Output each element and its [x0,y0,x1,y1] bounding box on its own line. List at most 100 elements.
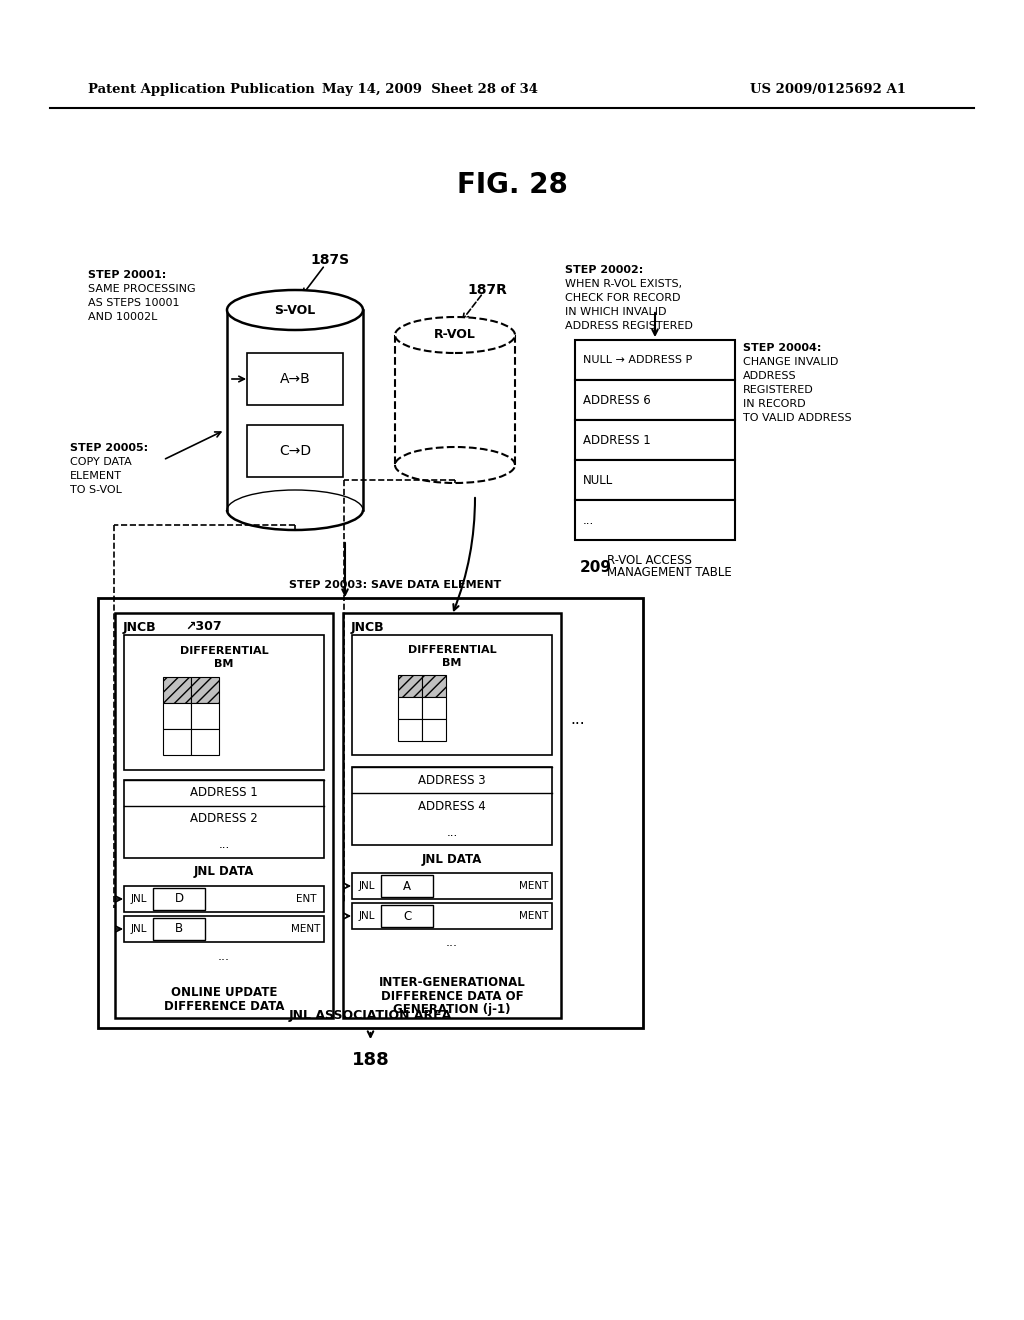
FancyBboxPatch shape [124,780,324,858]
Text: ADDRESS 6: ADDRESS 6 [583,393,650,407]
FancyBboxPatch shape [575,420,735,459]
Text: MENT: MENT [519,911,549,921]
FancyBboxPatch shape [381,906,433,927]
Text: NULL → ADDRESS P: NULL → ADDRESS P [583,355,692,366]
Text: STEP 20001:: STEP 20001: [88,271,166,280]
Text: ENT: ENT [296,894,316,904]
FancyBboxPatch shape [352,873,552,899]
Ellipse shape [227,290,362,330]
Text: BM: BM [214,659,233,669]
Text: AS STEPS 10001: AS STEPS 10001 [88,298,179,308]
Text: BM: BM [442,657,462,668]
Text: ...: ... [570,713,586,727]
Text: 187R: 187R [467,282,507,297]
Text: MENT: MENT [519,880,549,891]
Text: ...: ... [446,825,458,838]
Text: ADDRESS 4: ADDRESS 4 [418,800,485,813]
Text: ADDRESS: ADDRESS [743,371,797,381]
FancyBboxPatch shape [343,612,561,1018]
FancyBboxPatch shape [398,719,422,741]
Text: DIFFERENTIAL: DIFFERENTIAL [179,645,268,656]
FancyBboxPatch shape [575,380,735,420]
Text: WHEN R-VOL EXISTS,: WHEN R-VOL EXISTS, [565,279,682,289]
Text: CHECK FOR RECORD: CHECK FOR RECORD [565,293,681,304]
Text: DIFFERENCE DATA OF: DIFFERENCE DATA OF [381,990,523,1002]
FancyBboxPatch shape [124,635,324,770]
Text: IN WHICH INVALID: IN WHICH INVALID [565,308,667,317]
Text: C→D: C→D [279,444,311,458]
Text: STEP 20005:: STEP 20005: [70,444,148,453]
FancyBboxPatch shape [124,886,324,912]
Text: DIFFERENTIAL: DIFFERENTIAL [408,645,497,655]
Text: ...: ... [218,949,230,962]
Text: JNL: JNL [131,894,147,904]
Text: JNL ASSOCIATION AREA: JNL ASSOCIATION AREA [289,1010,453,1023]
Text: SAME PROCESSING: SAME PROCESSING [88,284,196,294]
FancyBboxPatch shape [247,425,343,477]
Text: STEP 20004:: STEP 20004: [743,343,821,352]
Text: May 14, 2009  Sheet 28 of 34: May 14, 2009 Sheet 28 of 34 [322,83,538,96]
Text: ADDRESS REGISTERED: ADDRESS REGISTERED [565,321,693,331]
Text: AND 10002L: AND 10002L [88,312,158,322]
Text: FIG. 28: FIG. 28 [457,172,567,199]
FancyBboxPatch shape [98,598,643,1028]
Text: JNL: JNL [358,911,375,921]
Text: GENERATION (j-1): GENERATION (j-1) [393,1002,511,1015]
Text: R-VOL ACCESS: R-VOL ACCESS [607,553,692,566]
FancyBboxPatch shape [191,704,219,729]
Text: ...: ... [583,513,594,527]
Text: 209: 209 [580,561,612,576]
FancyBboxPatch shape [422,675,446,697]
Text: NULL: NULL [583,474,613,487]
FancyBboxPatch shape [352,903,552,929]
Text: JNCB: JNCB [123,620,157,634]
Text: 187S: 187S [310,253,349,267]
Text: ADDRESS 1: ADDRESS 1 [583,433,650,446]
Text: JNCB: JNCB [351,620,385,634]
Text: ...: ... [446,936,458,949]
FancyBboxPatch shape [352,635,552,755]
Text: R-VOL: R-VOL [434,329,476,342]
FancyBboxPatch shape [575,459,735,500]
FancyBboxPatch shape [153,888,205,909]
Text: C: C [402,909,411,923]
Text: 188: 188 [351,1051,389,1069]
Text: CHANGE INVALID: CHANGE INVALID [743,356,839,367]
Text: JNL: JNL [358,880,375,891]
FancyBboxPatch shape [163,704,191,729]
FancyBboxPatch shape [153,917,205,940]
FancyBboxPatch shape [422,719,446,741]
Text: TO VALID ADDRESS: TO VALID ADDRESS [743,413,852,422]
FancyBboxPatch shape [115,612,333,1018]
Text: JNL: JNL [131,924,147,935]
FancyBboxPatch shape [422,697,446,719]
Text: ADDRESS 1: ADDRESS 1 [190,787,258,800]
FancyBboxPatch shape [381,875,433,898]
Text: S-VOL: S-VOL [274,304,315,317]
Text: STEP 20002:: STEP 20002: [565,265,643,275]
Ellipse shape [395,317,515,352]
Text: TO S-VOL: TO S-VOL [70,484,122,495]
FancyBboxPatch shape [247,352,343,405]
Text: ELEMENT: ELEMENT [70,471,122,480]
Text: REGISTERED: REGISTERED [743,385,814,395]
Text: D: D [174,892,183,906]
Text: DIFFERENCE DATA: DIFFERENCE DATA [164,999,285,1012]
FancyBboxPatch shape [124,916,324,942]
Text: ONLINE UPDATE: ONLINE UPDATE [171,986,278,999]
Text: ↗307: ↗307 [185,620,221,634]
Text: A: A [403,879,411,892]
Text: COPY DATA: COPY DATA [70,457,132,467]
FancyBboxPatch shape [575,341,735,380]
FancyBboxPatch shape [163,677,191,704]
Text: MENT: MENT [291,924,321,935]
FancyBboxPatch shape [163,729,191,755]
FancyBboxPatch shape [398,697,422,719]
Text: ...: ... [218,838,229,851]
Text: Patent Application Publication: Patent Application Publication [88,83,314,96]
Text: B: B [175,923,183,936]
Text: STEP 20003: SAVE DATA ELEMENT: STEP 20003: SAVE DATA ELEMENT [289,579,501,590]
Text: ADDRESS 3: ADDRESS 3 [418,774,485,787]
Text: A→B: A→B [280,372,310,385]
FancyBboxPatch shape [191,729,219,755]
